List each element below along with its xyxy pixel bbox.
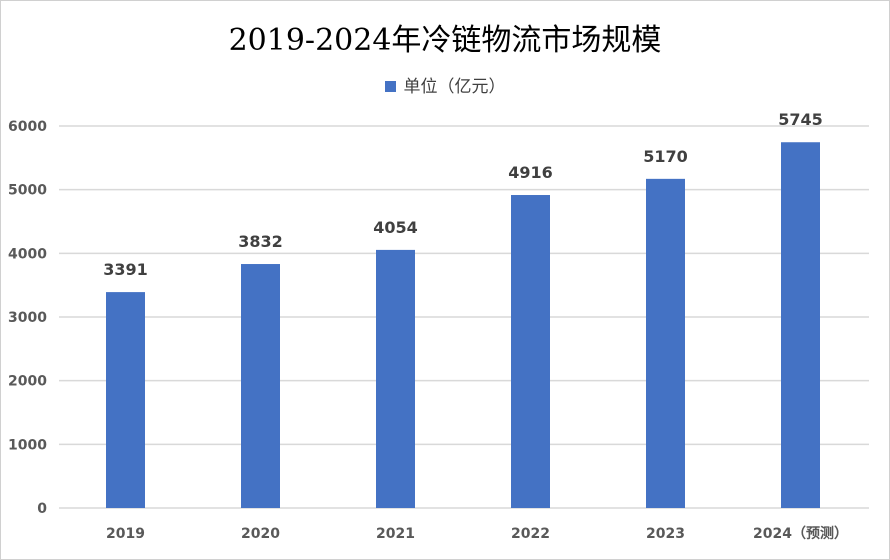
data-label: 4916 bbox=[508, 163, 553, 182]
y-tick-label: 1000 bbox=[8, 437, 47, 453]
bar bbox=[511, 195, 550, 509]
bar bbox=[106, 292, 145, 508]
y-tick-label: 0 bbox=[37, 501, 47, 517]
data-label: 5170 bbox=[643, 147, 688, 166]
x-tick-label: 2020 bbox=[241, 526, 280, 542]
x-tick-label: 2021 bbox=[376, 526, 415, 542]
x-tick-label: 2019 bbox=[106, 526, 145, 542]
data-label: 3832 bbox=[238, 232, 283, 251]
bar bbox=[781, 142, 820, 509]
legend: 单位（亿元） bbox=[1, 72, 889, 97]
data-label: 3391 bbox=[103, 260, 148, 279]
chart-title: 2019-2024年冷链物流市场规模 bbox=[228, 23, 662, 58]
x-tick-label: 2024（预测） bbox=[753, 525, 848, 542]
y-tick-label: 6000 bbox=[8, 119, 47, 135]
legend-label: 单位（亿元） bbox=[403, 77, 506, 96]
x-tick-label: 2023 bbox=[646, 526, 685, 542]
x-tick-label: 2022 bbox=[511, 526, 550, 542]
y-tick-label: 3000 bbox=[8, 310, 47, 326]
bar bbox=[376, 249, 415, 509]
bar bbox=[646, 178, 685, 509]
y-tick-label: 4000 bbox=[8, 246, 47, 262]
bar bbox=[241, 264, 280, 508]
data-label: 5745 bbox=[778, 110, 823, 129]
data-label: 4054 bbox=[373, 218, 418, 237]
y-tick-label: 2000 bbox=[8, 374, 47, 390]
y-tick-label: 5000 bbox=[8, 183, 47, 199]
legend-swatch bbox=[384, 81, 396, 92]
